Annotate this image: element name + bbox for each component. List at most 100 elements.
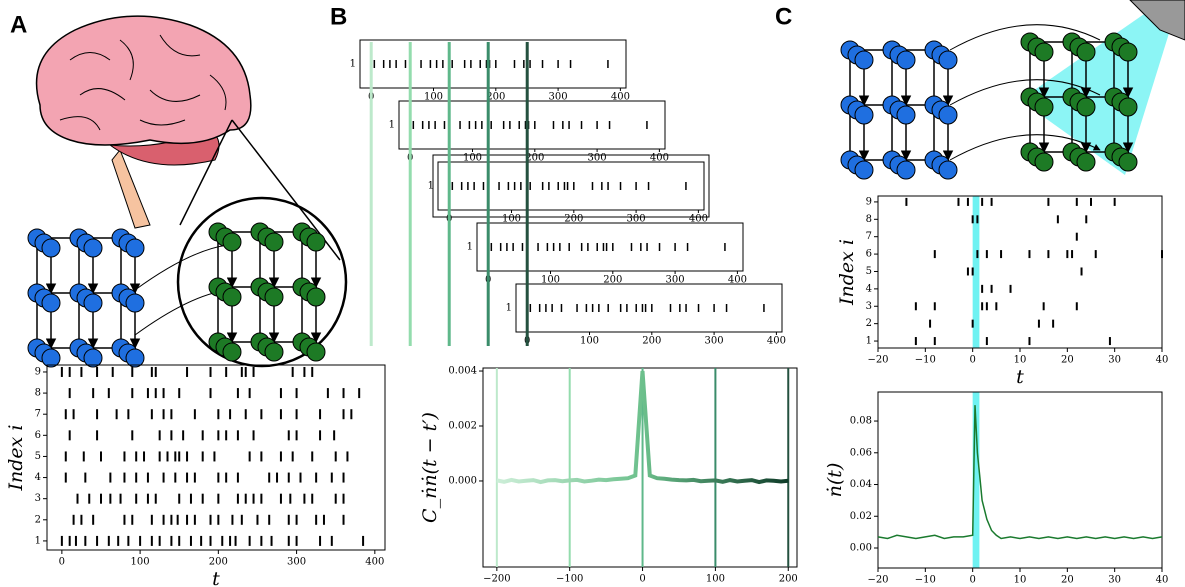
node — [306, 342, 326, 362]
y-tick-label: 9 — [35, 366, 41, 377]
x-tick-label: 0 — [969, 575, 975, 586]
node — [938, 50, 958, 70]
node — [1076, 152, 1096, 172]
y-tick-label: 7 — [866, 231, 872, 242]
x-tick-label: 300 — [588, 153, 607, 164]
node — [83, 293, 103, 313]
x-tick-label: 0 — [639, 574, 645, 585]
y-tick-label: 0.000 — [448, 475, 477, 486]
y-tick-label: 0.04 — [850, 479, 872, 490]
plot-frame — [359, 39, 627, 89]
node — [41, 238, 61, 258]
y-tick-label: 1 — [506, 303, 512, 314]
node — [896, 160, 916, 180]
x-tick-label: −100 — [556, 574, 583, 585]
x-tick-label: 30 — [1108, 355, 1121, 366]
node — [1118, 152, 1138, 172]
node — [1076, 97, 1096, 117]
x-axis-label: (t − t′) — [609, 585, 671, 587]
highlight-frame — [432, 154, 710, 218]
node — [1076, 42, 1096, 62]
y-tick-label: 4 — [35, 472, 41, 483]
node — [306, 287, 326, 307]
rate-line — [877, 405, 1163, 540]
y-tick-label: 1 — [389, 120, 395, 131]
x-axis-label: t — [212, 568, 220, 587]
node — [222, 232, 242, 252]
y-axis-label: C_ṅṅ(t − t′) — [419, 412, 441, 523]
correlation-line — [496, 370, 789, 485]
x-tick-label: −10 — [915, 575, 936, 586]
y-tick-label: 0.00 — [850, 543, 872, 554]
x-tick-label: 0 — [969, 355, 975, 366]
x-tick-label: 300 — [627, 214, 646, 225]
x-tick-label: 200 — [603, 275, 622, 286]
y-tick-label: 8 — [866, 214, 872, 225]
node — [125, 348, 145, 368]
x-tick-label: 40 — [1156, 355, 1169, 366]
node — [264, 287, 284, 307]
node — [896, 105, 916, 125]
node — [264, 342, 284, 362]
node — [1034, 97, 1054, 117]
y-tick-label: 6 — [866, 249, 872, 260]
y-tick-label: 7 — [35, 409, 41, 420]
node — [854, 160, 874, 180]
x-tick-label: 20 — [1061, 355, 1074, 366]
node — [41, 293, 61, 313]
x-tick-label: 200 — [486, 92, 505, 103]
y-tick-label: 3 — [35, 493, 41, 504]
x-tick-label: 20 — [1061, 575, 1074, 586]
node — [306, 232, 326, 252]
x-tick-label: 10 — [1014, 355, 1027, 366]
x-tick-label: −200 — [483, 574, 510, 585]
node — [1118, 42, 1138, 62]
x-tick-label: 100 — [131, 557, 150, 568]
x-tick-label: 40 — [1156, 575, 1169, 586]
stim-window — [972, 196, 980, 348]
x-tick-label: 400 — [689, 214, 708, 225]
x-tick-label: 300 — [666, 275, 685, 286]
x-tick-label: 30 — [1108, 575, 1121, 586]
x-tick-label: 200 — [525, 153, 544, 164]
y-tick-label: 1 — [350, 59, 356, 70]
x-tick-label: 300 — [705, 336, 724, 347]
plot-frame — [46, 364, 386, 551]
node — [1034, 152, 1054, 172]
node — [1034, 42, 1054, 62]
node — [83, 348, 103, 368]
x-tick-label: 100 — [706, 574, 725, 585]
y-tick-label: 0.02 — [850, 511, 872, 522]
node — [896, 50, 916, 70]
x-tick-label: 200 — [564, 214, 583, 225]
node — [125, 293, 145, 313]
x-axis-label: t — [1016, 366, 1024, 388]
y-tick-label: 9 — [866, 196, 872, 207]
y-tick-label: 1 — [428, 181, 434, 192]
x-tick-label: 10 — [1014, 575, 1027, 586]
x-tick-label: −20 — [867, 575, 888, 586]
plot-frame — [476, 222, 744, 272]
y-tick-label: 2 — [866, 318, 872, 329]
y-tick-label: 1 — [35, 535, 41, 546]
x-tick-label: 100 — [580, 336, 599, 347]
plot-frame — [877, 391, 1163, 569]
x-tick-label: −20 — [867, 355, 888, 366]
plot-frame — [398, 100, 666, 150]
x-tick-label: 300 — [549, 92, 568, 103]
lamp — [1129, 0, 1185, 41]
x-tick-label: 100 — [502, 214, 521, 225]
y-tick-label: 0.08 — [850, 416, 872, 427]
x-tick-label: 100 — [424, 92, 443, 103]
x-tick-label: 400 — [611, 92, 630, 103]
node — [264, 232, 284, 252]
node — [222, 342, 242, 362]
y-tick-label: 0.002 — [448, 420, 477, 431]
y-tick-label: 6 — [35, 430, 41, 441]
x-tick-label: 100 — [463, 153, 482, 164]
node — [938, 105, 958, 125]
y-tick-label: 4 — [866, 283, 872, 294]
x-tick-label: 200 — [209, 557, 228, 568]
y-tick-label: 8 — [35, 388, 41, 399]
y-tick-label: 0.004 — [448, 366, 477, 377]
